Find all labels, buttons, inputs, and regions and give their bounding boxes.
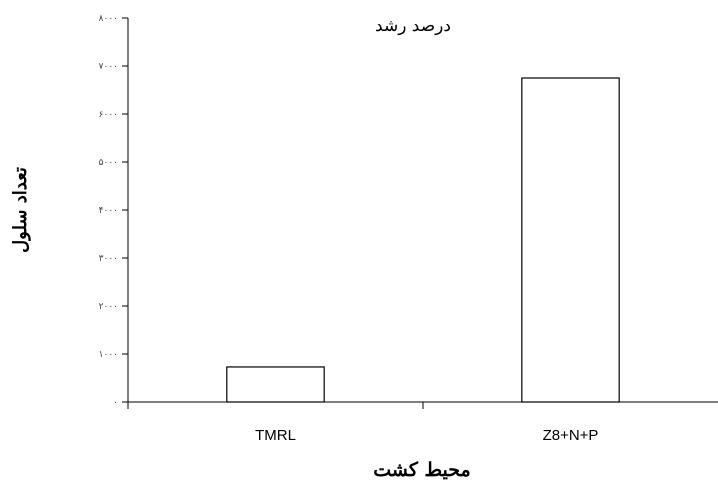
y-tick-label: ۷۰۰۰ [99, 62, 118, 72]
chart-title: درصد رشد [375, 16, 451, 36]
x-tick-label: Z8+N+P [543, 427, 599, 444]
y-axis-ticks [122, 17, 128, 403]
x-axis-ticks [127, 402, 424, 409]
bar-z8-n-p [521, 77, 620, 403]
y-axis-title: تعداد سلول [10, 167, 31, 253]
x-axis-tick-labels: TMRL Z8+N+P [255, 427, 598, 444]
y-tick-label: ۶۰۰۰ [99, 110, 118, 120]
y-tick-label: ۳۰۰۰ [99, 254, 118, 264]
y-tick-label: ۵۰۰۰ [99, 158, 118, 168]
y-tick-label: ۸۰۰۰ [99, 14, 118, 24]
bars [226, 77, 620, 403]
y-axis-tick-labels: ۰ ۱۰۰۰ ۲۰۰۰ ۳۰۰۰ ۴۰۰۰ ۵۰۰۰ ۶۰۰۰ ۷۰۰۰ ۸۰۰۰ [99, 14, 118, 408]
x-axis-title: محیط کشت [373, 459, 470, 481]
bar-tmrl [226, 366, 325, 403]
y-tick-label: ۴۰۰۰ [99, 206, 118, 216]
y-tick-label: ۱۰۰۰ [99, 350, 118, 360]
y-tick-label: ۲۰۰۰ [99, 302, 118, 312]
y-tick-label: ۰ [113, 398, 118, 408]
x-tick-label: TMRL [255, 427, 296, 444]
